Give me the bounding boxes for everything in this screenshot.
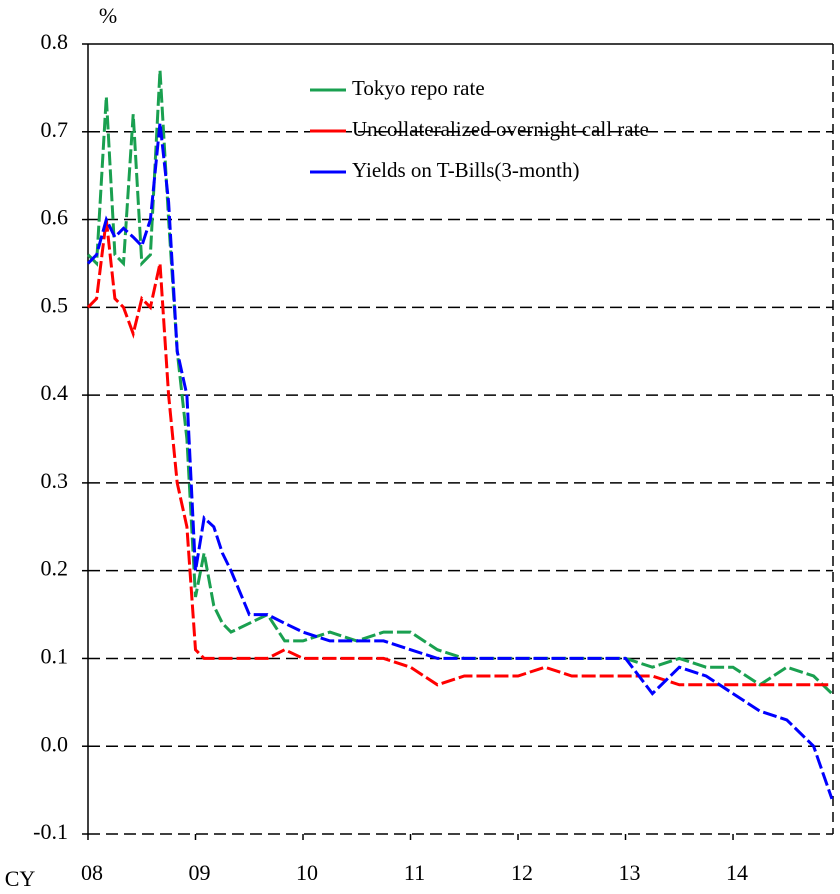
x-tick-label: 10 — [296, 860, 318, 885]
y-tick-label: 0.7 — [41, 117, 69, 142]
x-tick-label: 11 — [404, 860, 425, 885]
series-line — [86, 122, 834, 800]
x-tick-label: 14 — [726, 860, 748, 885]
series-line — [86, 219, 832, 687]
legend-label: Yields on T-Bills(3-month) — [352, 158, 580, 182]
y-tick-label: 0.8 — [41, 29, 69, 54]
y-tick-label: 0.2 — [41, 556, 69, 581]
y-tick-label: 0.0 — [41, 731, 69, 756]
legend-label: Tokyo repo rate — [352, 76, 485, 100]
series-line — [86, 70, 833, 695]
x-tick-label: 12 — [511, 860, 533, 885]
y-tick-label: 0.4 — [41, 380, 69, 405]
x-tick-label: 13 — [619, 860, 641, 885]
y-tick-label: 0.5 — [41, 292, 69, 317]
x-tick-label: 09 — [189, 860, 211, 885]
y-tick-label: 0.6 — [41, 205, 69, 230]
y-tick-label: -0.1 — [33, 819, 68, 844]
y-tick-label: 0.3 — [41, 468, 69, 493]
x-tick-label: 08 — [81, 860, 103, 885]
legend-label: Uncollateralized overnight call rate — [352, 117, 649, 141]
x-label: CY — [5, 866, 36, 891]
y-tick-label: 0.1 — [41, 643, 69, 668]
y-unit: % — [99, 3, 117, 28]
